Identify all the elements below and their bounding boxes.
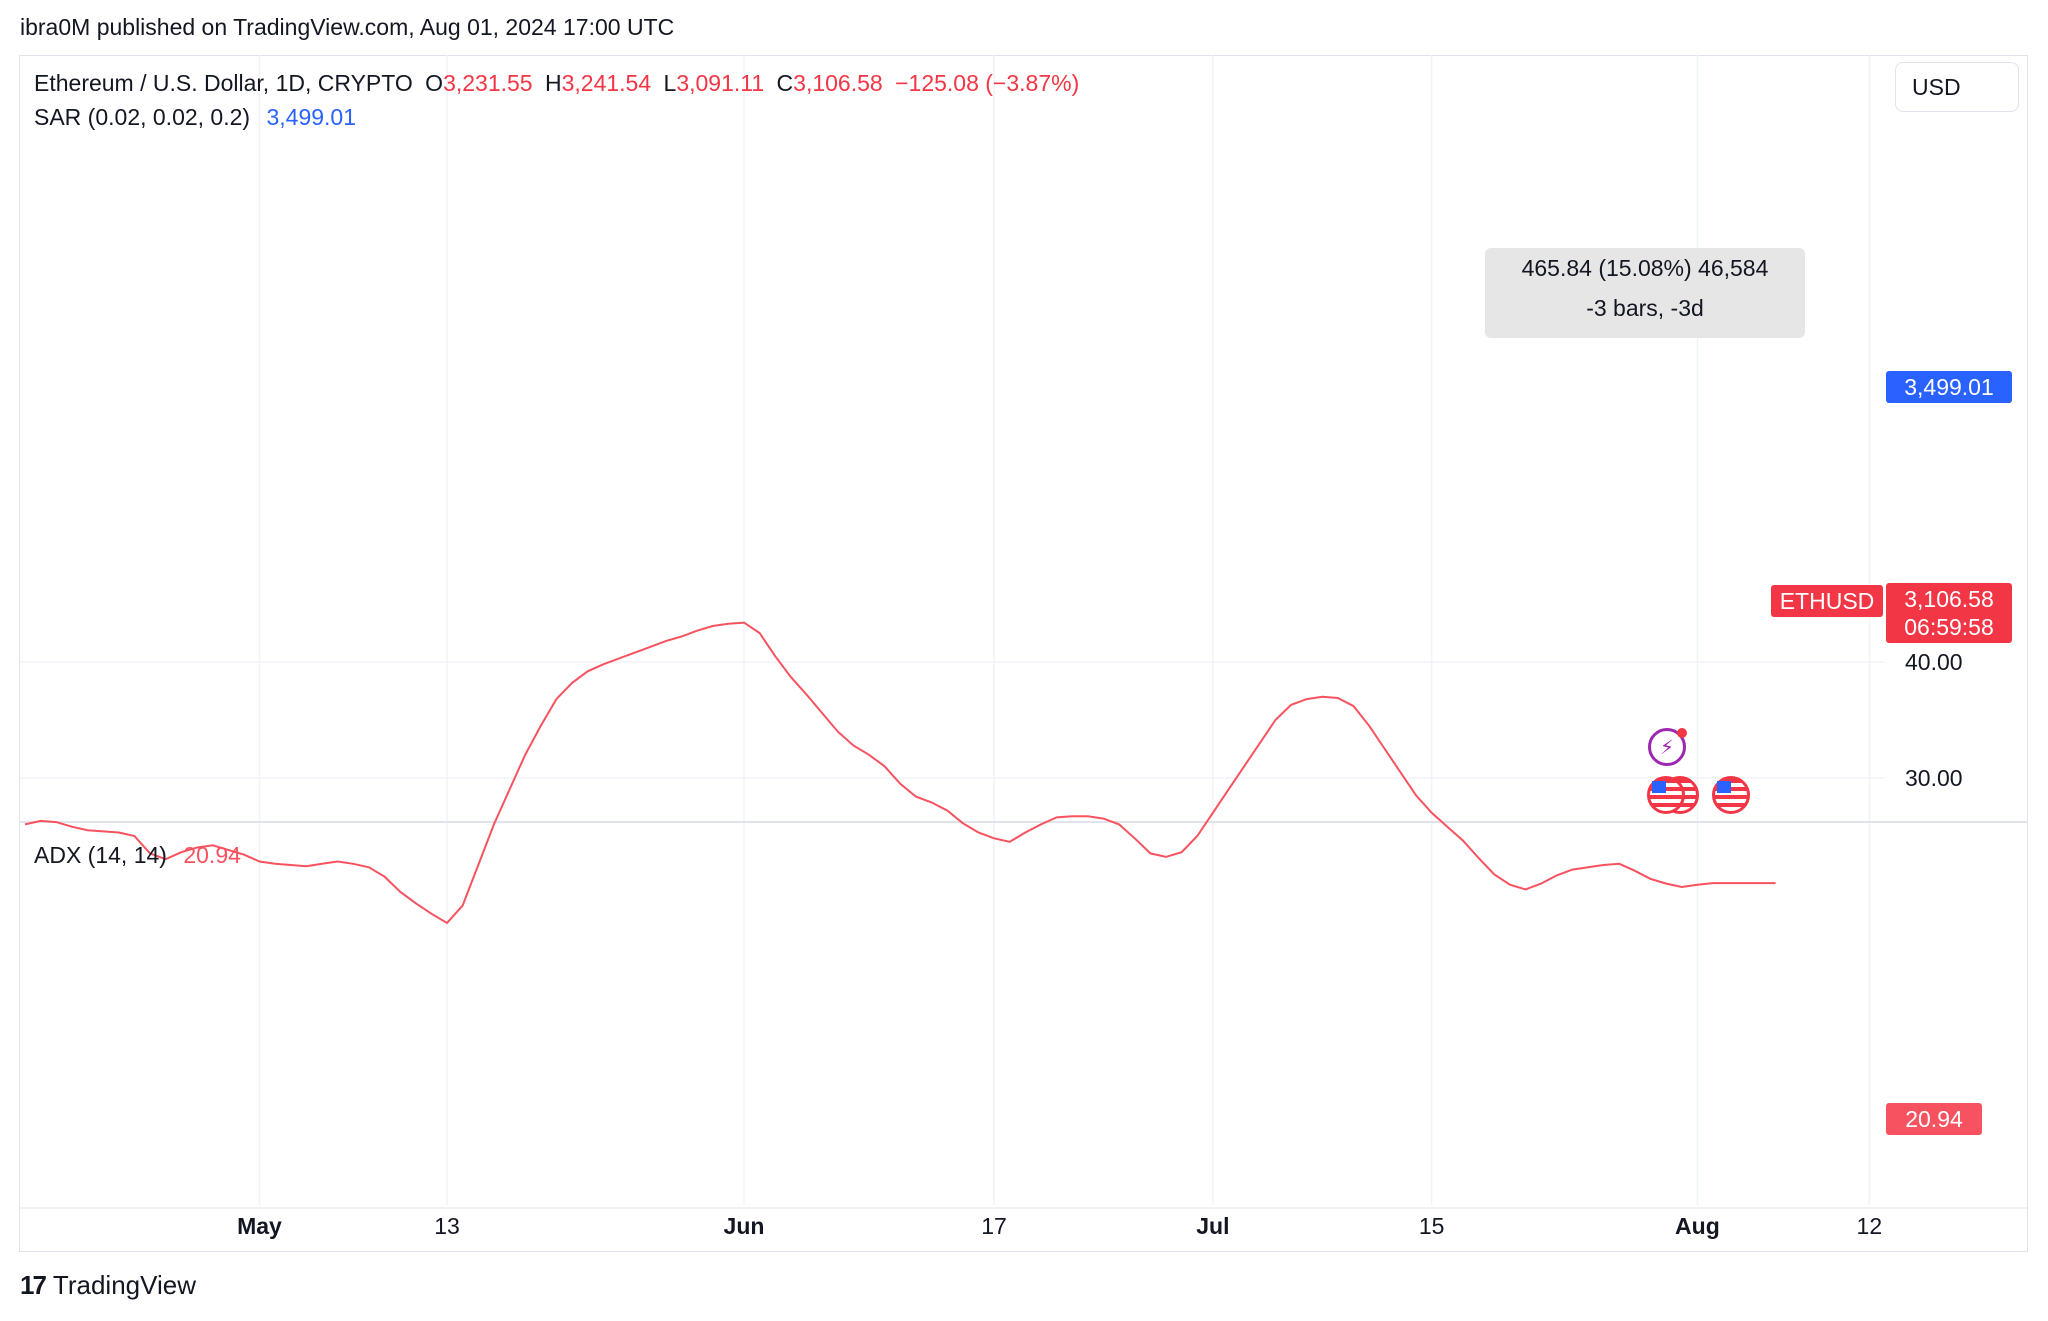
- ohlc-high: H3,241.54: [544, 70, 652, 96]
- time-axis-label: Jun: [724, 1213, 765, 1239]
- sar-value: 3,499.01: [266, 104, 356, 130]
- publisher-line: ibra0M published on TradingView.com, Aug…: [20, 14, 675, 40]
- time-axis-label: May: [237, 1213, 282, 1239]
- time-axis-label: 13: [434, 1213, 460, 1239]
- us-flag-icon[interactable]: [1712, 776, 1750, 814]
- last-price-tag: 3,106.58 06:59:58: [1886, 583, 2012, 643]
- sar-legend: SAR (0.02, 0.02, 0.2) 3,499.01: [34, 104, 362, 131]
- time-axis-label: 12: [1857, 1213, 1883, 1239]
- adx-label: ADX (14, 14): [34, 842, 167, 868]
- ohlc-open: O3,231.55: [425, 70, 533, 96]
- measure-line-1: 465.84 (15.08%) 46,584: [1521, 255, 1769, 281]
- symbol-legend: Ethereum / U.S. Dollar, 1D, CRYPTO O3,23…: [34, 70, 1085, 97]
- chart-frame: [19, 55, 2028, 1252]
- adx-series-line: [24, 621, 1776, 925]
- time-axis-label: Aug: [1675, 1213, 1720, 1239]
- adx-value: 20.94: [183, 842, 241, 868]
- notification-dot-icon: [1677, 728, 1687, 738]
- adx-value-tag: 20.94: [1886, 1103, 1982, 1135]
- time-axis-label: Jul: [1196, 1213, 1229, 1239]
- time-axis-label: 17: [981, 1213, 1007, 1239]
- ohlc-change: −125.08 (−3.87%): [895, 70, 1080, 96]
- sar-label: SAR (0.02, 0.02, 0.2): [34, 104, 251, 130]
- measure-line-2: -3 bars, -3d: [1586, 295, 1704, 321]
- ohlc-low: L3,091.11: [663, 70, 765, 96]
- adx-axis-label: 40.00: [1905, 649, 1963, 675]
- ohlc-close: C3,106.58: [776, 70, 883, 96]
- tradingview-brand[interactable]: 17 TradingView: [20, 1270, 196, 1301]
- tradingview-logo-icon: 17: [20, 1270, 47, 1300]
- bar-countdown: 06:59:58: [1904, 614, 1994, 640]
- sar-price-tag: 3,499.01: [1886, 371, 2012, 403]
- us-flag-icon[interactable]: [1647, 776, 1685, 814]
- brand-name: TradingView: [52, 1270, 196, 1300]
- measure-tooltip: 465.84 (15.08%) 46,584 -3 bars, -3d: [1485, 248, 1805, 338]
- adx-legend: ADX (14, 14) 20.94: [34, 842, 247, 869]
- last-price: 3,106.58: [1904, 586, 1994, 612]
- adx-axis-label: 30.00: [1905, 765, 1963, 791]
- symbol-tag: ETHUSD: [1771, 585, 1883, 617]
- currency-button[interactable]: USD: [1895, 62, 2019, 112]
- lightning-icon[interactable]: ⚡: [1648, 728, 1686, 766]
- symbol-title: Ethereum / U.S. Dollar, 1D, CRYPTO: [34, 70, 413, 96]
- time-axis-label: 15: [1419, 1213, 1445, 1239]
